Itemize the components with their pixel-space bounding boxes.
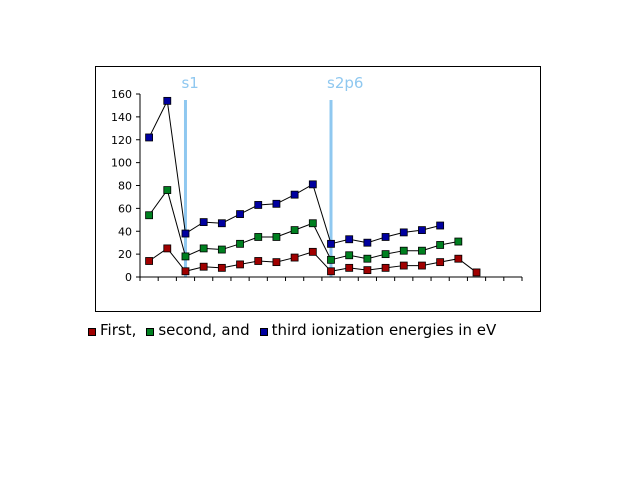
y-tick-label: 140: [111, 111, 132, 124]
data-point: [290, 190, 299, 199]
data-point: [363, 238, 372, 247]
legend-item-second: second, and: [146, 321, 250, 339]
y-tick-label: 80: [118, 180, 132, 193]
legend: First, second, and third ionization ener…: [88, 320, 506, 340]
data-point: [418, 261, 426, 270]
y-tick-label: 20: [118, 248, 132, 261]
data-point: [399, 246, 408, 255]
data-point: [308, 219, 317, 228]
data-point: [327, 239, 335, 248]
data-point: [217, 263, 226, 272]
data-point: [436, 221, 445, 230]
y-tick-label: 160: [111, 88, 132, 101]
legend-swatch-third: [259, 328, 268, 336]
data-point: [345, 235, 354, 244]
data-point: [290, 226, 299, 235]
data-point: [272, 199, 281, 208]
data-point: [381, 250, 390, 259]
data-point: [217, 245, 226, 254]
data-point: [254, 257, 263, 265]
data-point: [381, 263, 390, 272]
data-point: [454, 254, 463, 263]
data-point: [163, 244, 172, 253]
y-tick-label: 0: [125, 271, 132, 284]
y-tick-label: 100: [111, 157, 132, 170]
legend-label-first: First,: [100, 321, 137, 339]
legend-swatch-second: [146, 328, 155, 336]
data-point: [272, 258, 281, 267]
data-point: [236, 239, 244, 248]
data-point: [199, 218, 208, 227]
y-tick-label: 60: [118, 202, 132, 215]
data-point: [399, 228, 408, 237]
data-point: [163, 186, 172, 194]
data-point: [217, 219, 226, 228]
series-1: [145, 186, 463, 264]
data-point: [345, 251, 354, 260]
axes: 0 20 40 60 80 100 120 140 160: [111, 88, 523, 284]
data-point: [163, 96, 172, 105]
data-point: [399, 261, 408, 270]
legend-item-third: third ionization energies in eV: [259, 321, 497, 339]
data-point: [254, 233, 263, 241]
data-point: [199, 244, 208, 253]
series-line: [148, 188, 459, 261]
data-point: [308, 180, 317, 189]
data-point: [199, 262, 208, 271]
data-point: [472, 268, 481, 277]
marker-label-s2p6: s2p6: [327, 74, 363, 92]
data-point: [418, 226, 426, 235]
data-point: [272, 233, 281, 241]
data-point: [181, 252, 190, 261]
legend-label-third: third ionization energies in eV: [271, 321, 497, 339]
marker-lines: s1 s2p6: [181, 74, 363, 277]
series-0: [145, 96, 445, 248]
data-point: [381, 233, 390, 241]
data-point: [290, 253, 299, 262]
data-point: [308, 247, 317, 256]
data-point: [181, 267, 190, 276]
data-point: [145, 133, 153, 142]
data-point: [345, 263, 354, 272]
data-point: [363, 266, 372, 275]
data-point: [236, 210, 244, 218]
y-tick-label: 40: [118, 225, 132, 238]
data-point: [181, 229, 190, 238]
legend-swatch-first: [88, 328, 96, 336]
series: [145, 96, 481, 277]
y-tick-label: 120: [111, 134, 132, 147]
data-point: [145, 211, 153, 220]
marker-label-s1: s1: [181, 74, 198, 92]
data-point: [254, 201, 263, 209]
data-point: [454, 237, 463, 246]
data-point: [145, 257, 153, 265]
series-line: [148, 99, 441, 245]
data-point: [236, 260, 244, 269]
series-2: [145, 244, 481, 277]
data-point: [436, 241, 445, 249]
data-point: [363, 254, 372, 263]
legend-item-first: First,: [88, 321, 136, 339]
data-point: [327, 255, 335, 264]
data-point: [327, 267, 335, 276]
data-point: [436, 258, 445, 267]
legend-label-second: second, and: [158, 321, 250, 339]
data-point: [418, 246, 426, 255]
